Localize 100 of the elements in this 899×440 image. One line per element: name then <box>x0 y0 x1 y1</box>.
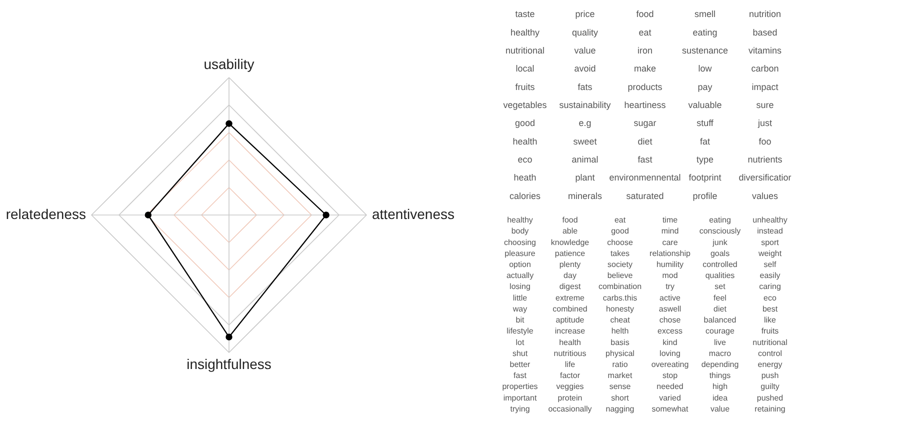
text: fat <box>700 136 710 146</box>
text: takes <box>610 248 630 258</box>
text: try <box>666 282 674 292</box>
text: sweet <box>573 136 598 146</box>
text: lot <box>516 338 525 347</box>
text: diet <box>638 136 653 146</box>
text: feel <box>714 293 727 302</box>
text: value <box>574 45 596 56</box>
text: weight <box>757 248 782 258</box>
text: control <box>758 348 782 358</box>
text: value <box>710 404 730 414</box>
text: actually <box>506 271 534 280</box>
text: market <box>608 371 633 380</box>
text: sport <box>761 238 780 247</box>
text: quality <box>572 27 599 38</box>
text: pay <box>698 82 713 92</box>
text: values <box>752 190 779 201</box>
text: valuable <box>688 100 722 110</box>
text: push <box>761 371 779 380</box>
text: nutritional <box>752 338 788 347</box>
text: nutrition <box>748 9 782 20</box>
text: basis <box>610 338 630 347</box>
text: health <box>559 338 581 347</box>
text: set <box>714 282 726 292</box>
text: able <box>562 226 578 236</box>
text: foo <box>758 136 772 146</box>
text: ratio <box>612 360 628 369</box>
text: smell <box>694 9 716 20</box>
text: heath <box>514 172 536 183</box>
text: price <box>575 9 595 20</box>
text: loving <box>660 348 680 358</box>
text: qualities <box>705 271 735 280</box>
text: properties <box>502 382 538 392</box>
text: macro <box>708 348 732 358</box>
text: kind <box>662 338 678 347</box>
text: eco <box>518 154 532 165</box>
text: helth <box>611 326 629 336</box>
text: energy <box>758 360 782 369</box>
text: sure <box>756 100 774 110</box>
text: honesty <box>606 304 634 314</box>
text: best <box>762 304 778 314</box>
spoke-label: attentiveness <box>372 206 454 222</box>
text: just <box>756 118 772 128</box>
text: impact <box>752 82 779 92</box>
text: easily <box>760 271 780 280</box>
text: based <box>752 27 778 38</box>
text: good <box>611 226 629 236</box>
text: eat <box>638 27 652 38</box>
text: needed <box>656 382 684 392</box>
text: eating <box>709 216 731 225</box>
text: fast <box>514 371 528 380</box>
text: knowledge <box>550 238 590 247</box>
text: carbon <box>751 64 779 74</box>
text: diet <box>714 304 728 314</box>
text: guilty <box>760 382 780 392</box>
text: life <box>564 360 576 369</box>
text: healthy <box>507 216 533 225</box>
text: balanced <box>704 316 736 325</box>
text: society <box>608 260 632 269</box>
text: shut <box>512 348 528 358</box>
text: care <box>662 238 678 247</box>
text: caring <box>759 282 781 292</box>
text: local <box>516 64 534 74</box>
text: sugar <box>634 118 656 128</box>
text: sense <box>609 382 632 392</box>
text: health <box>512 136 538 146</box>
text: e.g <box>578 118 592 128</box>
text: mind <box>661 226 679 236</box>
text: varied <box>659 393 681 402</box>
text: time <box>662 216 678 225</box>
text: nutrients <box>748 154 783 165</box>
text: chose <box>659 316 682 325</box>
text: relationship <box>650 248 692 258</box>
text: losing <box>510 282 530 292</box>
text: sustainability <box>559 100 612 110</box>
text: diversificatior <box>738 172 792 183</box>
text: somewhat <box>652 404 690 414</box>
text: products <box>628 82 663 92</box>
text: minerals <box>568 190 602 201</box>
text: patience <box>554 248 586 258</box>
text: idea <box>712 393 728 402</box>
text: veggies <box>556 382 584 392</box>
text: healthy <box>510 27 540 38</box>
text: plant <box>575 172 596 183</box>
text: important <box>503 393 538 402</box>
text: environmennental <box>609 172 681 183</box>
text: calories <box>509 190 542 201</box>
text: choose <box>607 238 634 247</box>
text: food <box>636 9 654 20</box>
text: heartiness <box>624 100 666 110</box>
text: day <box>564 271 576 280</box>
text: courage <box>706 326 735 336</box>
text: type <box>696 154 714 165</box>
text: protein <box>558 393 582 402</box>
text: body <box>511 226 529 236</box>
text: fats <box>578 82 593 92</box>
text: vitamins <box>748 45 782 56</box>
text: cheat <box>610 316 631 325</box>
text: overeating <box>651 360 689 369</box>
text: consciously <box>699 226 741 236</box>
